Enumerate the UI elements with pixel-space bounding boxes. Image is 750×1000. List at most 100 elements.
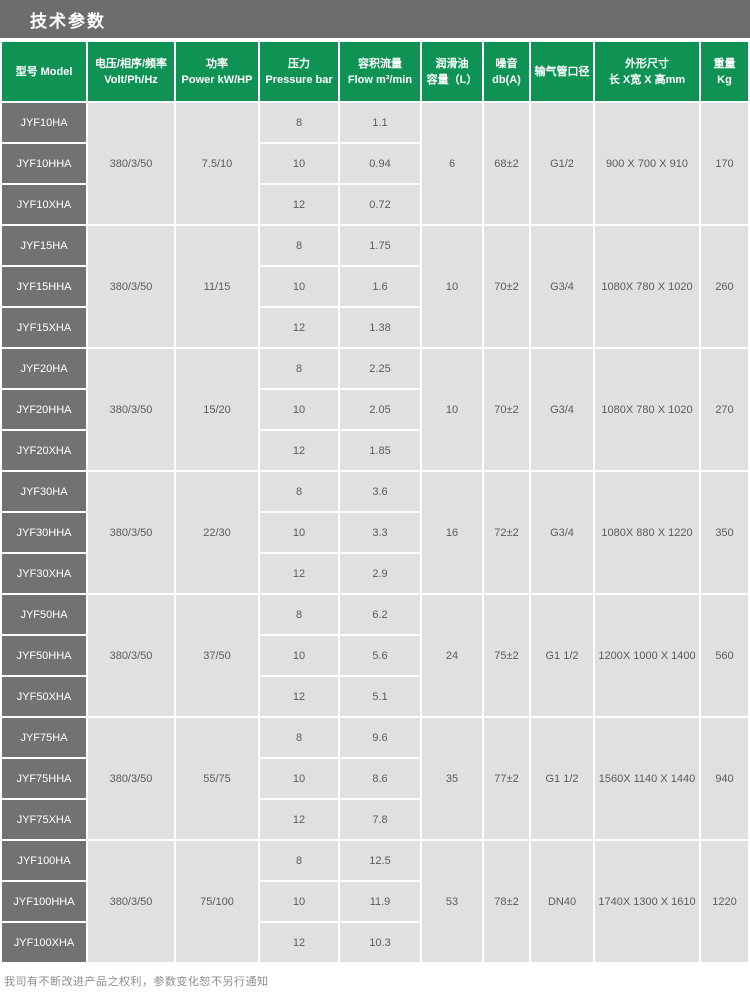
model-cell: JYF50HHA xyxy=(2,636,86,675)
header-row: 型号 Model 电压/相序/频率 Volt/Ph/Hz 功率 Power kW/H… xyxy=(2,42,748,101)
pressure-cell: 8 xyxy=(260,103,338,142)
power-cell: 11/15 xyxy=(176,226,258,347)
pressure-cell: 12 xyxy=(260,554,338,593)
noise-cell: 72±2 xyxy=(484,472,529,593)
header-power: 功率 Power kW/HP xyxy=(176,42,258,101)
power-cell: 37/50 xyxy=(176,595,258,716)
table-row: JYF100HHA 10 11.9 xyxy=(2,882,748,921)
spec-table-body: JYF10HA 380/3/50 7.5/10 8 1.1 6 68±2 G1/2 900 X … xyxy=(2,103,748,962)
voltage-cell: 380/3/50 xyxy=(88,595,174,716)
header-noise: 噪音 db(A) xyxy=(484,42,529,101)
model-cell: JYF30HHA xyxy=(2,513,86,552)
table-row: JYF20XHA 12 1.85 xyxy=(2,431,748,470)
header-dimensions: 外形尺寸长 X宽 X 高mm xyxy=(595,42,699,101)
model-cell: JYF100HA xyxy=(2,841,86,880)
flow-cell: 1.6 xyxy=(340,267,420,306)
pressure-cell: 12 xyxy=(260,431,338,470)
flow-cell: 1.1 xyxy=(340,103,420,142)
table-row: JYF100XHA 12 10.3 xyxy=(2,923,748,962)
flow-cell: 10.3 xyxy=(340,923,420,962)
oil-capacity-cell: 35 xyxy=(422,718,482,839)
model-cell: JYF75XHA xyxy=(2,800,86,839)
model-cell: JYF20XHA xyxy=(2,431,86,470)
header-model: 型号 Model xyxy=(2,42,86,101)
pressure-cell: 10 xyxy=(260,390,338,429)
power-cell: 22/30 xyxy=(176,472,258,593)
flow-cell: 0.72 xyxy=(340,185,420,224)
weight-cell: 560 xyxy=(701,595,748,716)
table-row: JYF15XHA 12 1.38 xyxy=(2,308,748,347)
noise-cell: 75±2 xyxy=(484,595,529,716)
model-cell: JYF30HA xyxy=(2,472,86,511)
oil-capacity-cell: 53 xyxy=(422,841,482,962)
weight-cell: 1220 xyxy=(701,841,748,962)
voltage-cell: 380/3/50 xyxy=(88,349,174,470)
pressure-cell: 12 xyxy=(260,185,338,224)
dimensions-cell: 1740X 1300 X 1610 xyxy=(595,841,699,962)
spec-table-header: 型号 Model 电压/相序/频率 Volt/Ph/Hz 功率 Power kW/H… xyxy=(2,42,748,101)
voltage-cell: 380/3/50 xyxy=(88,226,174,347)
flow-cell: 1.38 xyxy=(340,308,420,347)
weight-cell: 260 xyxy=(701,226,748,347)
voltage-cell: 380/3/50 xyxy=(88,841,174,962)
model-cell: JYF30XHA xyxy=(2,554,86,593)
weight-cell: 350 xyxy=(701,472,748,593)
table-row: JYF20HA 380/3/50 15/20 8 2.25 10 70±2 G3/4 1080X… xyxy=(2,349,748,470)
power-cell: 15/20 xyxy=(176,349,258,470)
flow-cell: 9.6 xyxy=(340,718,420,757)
model-cell: JYF10HA xyxy=(2,103,86,142)
table-row: JYF10XHA 12 0.72 xyxy=(2,185,748,224)
pressure-cell: 8 xyxy=(260,226,338,265)
model-cell: JYF15HA xyxy=(2,226,86,265)
dimensions-cell: 1080X 780 X 1020 xyxy=(595,349,699,470)
pressure-cell: 10 xyxy=(260,882,338,921)
pipe-diameter-cell: G3/4 xyxy=(531,226,593,347)
pipe-diameter-cell: G3/4 xyxy=(531,349,593,470)
noise-cell: 78±2 xyxy=(484,841,529,962)
model-cell: JYF100XHA xyxy=(2,923,86,962)
flow-cell: 2.25 xyxy=(340,349,420,388)
header-oil-capacity: 润滑油 容量（L） xyxy=(422,42,482,101)
dimensions-cell: 1560X 1140 X 1440 xyxy=(595,718,699,839)
oil-capacity-cell: 6 xyxy=(422,103,482,224)
pressure-cell: 10 xyxy=(260,759,338,798)
pressure-cell: 10 xyxy=(260,267,338,306)
table-row: JYF75HHA 10 8.6 xyxy=(2,759,748,798)
noise-cell: 70±2 xyxy=(484,226,529,347)
model-cell: JYF75HA xyxy=(2,718,86,757)
flow-cell: 0.94 xyxy=(340,144,420,183)
flow-cell: 1.75 xyxy=(340,226,420,265)
flow-cell: 11.9 xyxy=(340,882,420,921)
table-row: JYF15HHA 10 1.6 xyxy=(2,267,748,306)
model-cell: JYF75HHA xyxy=(2,759,86,798)
noise-cell: 77±2 xyxy=(484,718,529,839)
flow-cell: 2.05 xyxy=(340,390,420,429)
table-row: JYF50XHA 12 5.1 xyxy=(2,677,748,716)
pipe-diameter-cell: G1 1/2 xyxy=(531,595,593,716)
pipe-diameter-cell: G3/4 xyxy=(531,472,593,593)
dimensions-cell: 1080X 780 X 1020 xyxy=(595,226,699,347)
table-row: JYF10HA 380/3/50 7.5/10 8 1.1 6 68±2 G1/2 900 X … xyxy=(2,103,748,224)
table-row: JYF75HA 380/3/50 55/75 8 9.6 35 77±2 G1 1/2 1560… xyxy=(2,718,748,839)
pressure-cell: 12 xyxy=(260,800,338,839)
footer-note: 我司有不断改进产品之权利，参数变化恕不另行通知 xyxy=(4,976,269,988)
model-cell: JYF20HHA xyxy=(2,390,86,429)
flow-cell: 2.9 xyxy=(340,554,420,593)
power-cell: 7.5/10 xyxy=(176,103,258,224)
flow-cell: 3.3 xyxy=(340,513,420,552)
noise-cell: 70±2 xyxy=(484,349,529,470)
model-cell: JYF100HHA xyxy=(2,882,86,921)
voltage-cell: 380/3/50 xyxy=(88,472,174,593)
flow-cell: 8.6 xyxy=(340,759,420,798)
dimensions-cell: 1200X 1000 X 1400 xyxy=(595,595,699,716)
pressure-cell: 10 xyxy=(260,636,338,675)
table-row: JYF30HHA 10 3.3 xyxy=(2,513,748,552)
oil-capacity-cell: 10 xyxy=(422,349,482,470)
flow-cell: 5.6 xyxy=(340,636,420,675)
model-cell: JYF15HHA xyxy=(2,267,86,306)
pressure-cell: 10 xyxy=(260,513,338,552)
pressure-cell: 12 xyxy=(260,308,338,347)
oil-capacity-cell: 16 xyxy=(422,472,482,593)
pressure-cell: 8 xyxy=(260,472,338,511)
